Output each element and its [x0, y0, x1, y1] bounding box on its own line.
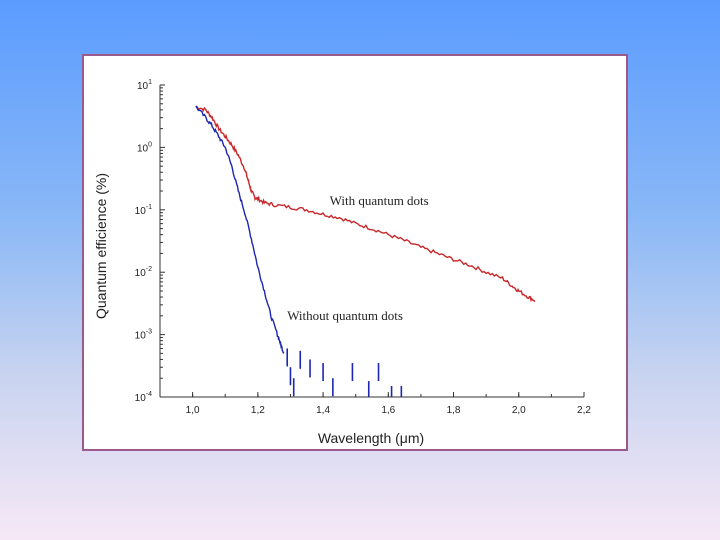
y-tick-label: 10-2 [135, 266, 152, 279]
y-tick-label: 10-3 [135, 329, 152, 342]
y-tick-label: 10-1 [135, 204, 152, 217]
x-tick-label: 2,2 [577, 405, 591, 416]
x-tick-label: 1,8 [447, 405, 461, 416]
annotation-with-quantum-dots: With quantum dots [330, 193, 429, 208]
x-tick-label: 2,0 [512, 405, 526, 416]
series-without-quantum-dots [195, 105, 285, 354]
y-tick-label: 101 [137, 79, 152, 92]
quantum-efficiency-chart: 1,0 1,2 1,4 1,6 1,8 2,0 2,2 101 100 10-1 10-2 10-3 1… [93, 79, 591, 446]
x-tick-label: 1,6 [381, 405, 395, 416]
x-axis-title: Wavelength (μm) [318, 430, 424, 446]
series-with-quantum-dots [195, 106, 536, 303]
y-tick-label: 10-4 [135, 391, 152, 404]
x-tick-label: 1,4 [316, 405, 330, 416]
x-tick-label: 1,2 [251, 405, 265, 416]
x-tick-label: 1,0 [186, 405, 200, 416]
annotation-without-quantum-dots: Without quantum dots [287, 308, 403, 323]
y-tick-label: 100 [137, 141, 152, 154]
figure-frame: 1,0 1,2 1,4 1,6 1,8 2,0 2,2 101 100 10-1 10-2 10-3 1… [82, 54, 628, 451]
y-axis-title: Quantum efficience (%) [93, 173, 109, 319]
